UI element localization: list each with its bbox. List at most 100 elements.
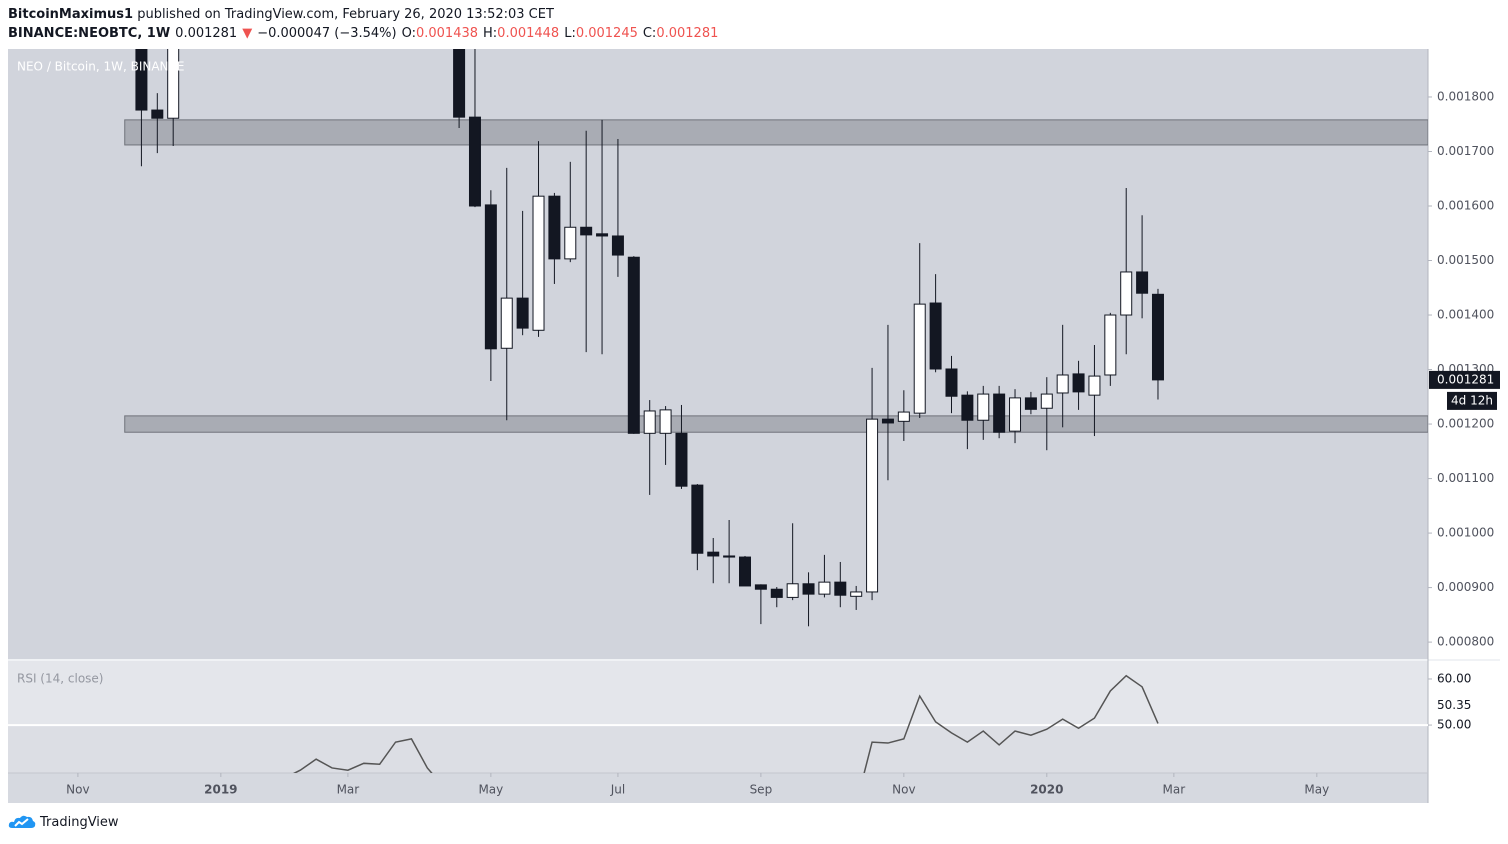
- rsi-tick-label: 60.00: [1437, 671, 1471, 685]
- candle-body: [818, 581, 831, 595]
- candle-body: [167, 49, 180, 119]
- legend-title: NEO / Bitcoin, 1W, BINANCE: [17, 60, 184, 74]
- quote-segment: −0.000047 (−3.54%): [257, 26, 397, 41]
- candle-body: [834, 581, 847, 596]
- rsi-tag: [1429, 697, 1477, 714]
- candle-body: [707, 551, 720, 557]
- candle-body: [596, 233, 609, 237]
- quote-segment: 0.001281: [656, 26, 719, 41]
- x-tick-label: Mar: [337, 783, 360, 797]
- candle-body: [500, 297, 513, 349]
- price-pane: [8, 49, 1428, 659]
- y-tick-label: 0.001000: [1437, 526, 1494, 540]
- candle-body: [929, 302, 942, 370]
- rsi-tag-label: 50.35: [1437, 698, 1471, 712]
- candle-body: [516, 297, 529, 329]
- candle-body: [786, 583, 799, 598]
- countdown-tag: [1447, 391, 1497, 410]
- rsi-pane-lower: [8, 725, 1428, 773]
- quote-line: BINANCE:NEOBTC, 1W 0.001281 ▼ −0.000047 (−3…: [8, 24, 723, 43]
- candle-body: [993, 393, 1006, 433]
- candle-body: [453, 49, 466, 118]
- x-tick-label: Nov: [66, 783, 89, 797]
- candle-body: [850, 591, 863, 597]
- quote-segment: O:: [401, 26, 416, 41]
- candle-body: [468, 116, 481, 207]
- footer: TradingView: [8, 813, 119, 831]
- quote-segment: L:: [564, 26, 576, 41]
- candle-body: [691, 484, 704, 554]
- axis-layer: 0.001800 0.001700 0.001600 0.001500 0.001400…: [66, 89, 1500, 797]
- x-tick-label: Sep: [750, 783, 773, 797]
- published: published on TradingView.com, February 2…: [137, 7, 554, 22]
- time-axis: [8, 773, 1428, 803]
- candle-body: [1151, 293, 1164, 381]
- candle-body: [1072, 373, 1085, 393]
- candle-body: [580, 226, 593, 236]
- y-tick-label: 0.000800: [1437, 635, 1494, 649]
- quote-segment: BINANCE:NEOBTC, 1W: [8, 26, 171, 41]
- rsi-layer: [8, 674, 1428, 773]
- header: BitcoinMaximus1 published on TradingView…: [8, 5, 723, 43]
- candle-body: [1024, 397, 1037, 410]
- quote-segment: H:: [483, 26, 498, 41]
- quote-segment: 0.001245: [575, 26, 638, 41]
- zone: [124, 415, 1428, 433]
- candle-body: [532, 195, 545, 331]
- quote-segment: C:: [642, 26, 657, 41]
- candle-body: [770, 588, 783, 598]
- x-tick-label: Nov: [892, 783, 915, 797]
- price-tag-label: 0.001281: [1437, 372, 1494, 386]
- price-layer: [124, 49, 1428, 627]
- candle-body: [1120, 271, 1133, 316]
- candle-body: [484, 204, 497, 350]
- price-tag: [1429, 370, 1500, 389]
- x-tick-label: 2019: [204, 783, 237, 797]
- rsi-tick-label: 50.00: [1437, 718, 1471, 732]
- candle-body: [548, 195, 561, 260]
- x-tick-label: Mar: [1163, 783, 1186, 797]
- quote-segment: 0.001281: [175, 26, 238, 41]
- candle-body: [1136, 271, 1149, 294]
- header-line: BitcoinMaximus1 published on TradingView…: [8, 5, 723, 24]
- x-tick-label: 2020: [1030, 783, 1063, 797]
- candle-body: [945, 368, 958, 397]
- candle-body: [564, 226, 577, 260]
- quote-segment: 0.001438: [415, 26, 479, 41]
- candle-body: [1056, 374, 1069, 394]
- candle-body: [675, 432, 688, 487]
- candle-body: [754, 584, 767, 590]
- x-tick-label: May: [1304, 783, 1329, 797]
- candle-body: [1104, 314, 1117, 376]
- quote-segment: ▼: [242, 26, 253, 41]
- candle-body: [1040, 393, 1053, 409]
- candle-body: [1009, 397, 1022, 432]
- y-tick-label: 0.000900: [1437, 580, 1494, 594]
- rsi-line: [292, 674, 1159, 773]
- candle-body: [659, 409, 672, 434]
- price-axis: [1428, 49, 1500, 803]
- candle-body: [881, 418, 894, 424]
- candle-body: [627, 256, 640, 434]
- countdown-label: 4d 12h: [1451, 393, 1493, 407]
- y-tick-label: 0.001100: [1437, 471, 1494, 485]
- candle-body: [866, 418, 879, 593]
- candle-body: [611, 235, 624, 256]
- author: BitcoinMaximus1: [8, 7, 134, 22]
- y-tick-label: 0.001700: [1437, 144, 1494, 158]
- candle-body: [135, 49, 148, 111]
- logo: [8, 815, 36, 828]
- candle-body: [1088, 375, 1101, 396]
- candle-body: [739, 556, 752, 587]
- y-tick-label: 0.001200: [1437, 417, 1494, 431]
- brand: TradingView: [40, 814, 119, 830]
- candle-body: [977, 393, 990, 421]
- rsi-title: RSI (14, close): [17, 672, 103, 686]
- y-tick-label: 0.001400: [1437, 308, 1494, 322]
- quote-segment: 0.001448: [497, 26, 560, 41]
- rsi-pane-upper: [8, 661, 1428, 725]
- x-tick-label: Jul: [610, 783, 625, 797]
- x-tick-label: May: [478, 783, 503, 797]
